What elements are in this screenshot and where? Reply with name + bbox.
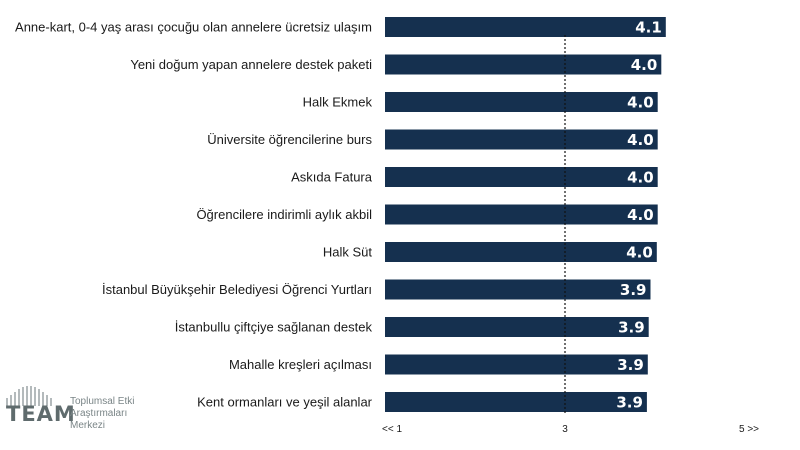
logo-subtitle: Toplumsal Etki Araştırmaları Merkezi [70,396,134,432]
data-label: 4.0 [627,169,654,187]
data-label: 3.9 [617,356,644,374]
data-label: 4.0 [627,131,654,149]
bar [385,279,651,300]
category-label: Üniversite öğrencilerine burs [207,132,372,147]
bar [385,17,666,37]
team-logo: TEAM Toplumsal Etki Araştırmaları Merkez… [4,386,164,442]
data-label: 4.0 [626,244,653,262]
data-label: 4.0 [627,94,654,112]
data-label: 3.9 [616,394,643,412]
category-label: Halk Ekmek [303,95,373,110]
tick-label: 5 >> [739,424,759,435]
category-label: İstanbullu çiftçiye sağlanan destek [175,320,373,335]
data-label: 3.9 [620,281,647,299]
category-label: Öğrencilere indirimli aylık akbil [196,207,372,222]
logo-subtitle-line-1: Toplumsal Etki [70,396,135,407]
bar [385,392,647,412]
tick-label: << 1 [382,424,402,435]
bar [385,317,649,337]
tick-label: 3 [562,424,568,435]
category-label: Halk Süt [323,245,373,260]
bar [385,242,657,262]
bar [385,92,658,112]
bar [385,54,662,75]
bar [385,204,658,225]
logo-wordmark: TEAM [6,402,76,426]
data-label: 4.0 [627,206,654,224]
category-label: Mahalle kreşleri açılması [229,357,372,372]
bar [385,167,658,187]
category-label: Anne-kart, 0-4 yaş arası çocuğu olan ann… [15,20,372,35]
category-label: Askıda Fatura [291,170,373,185]
logo-subtitle-line-3: Merkezi [70,420,106,431]
data-label: 3.9 [618,319,645,337]
logo-bars-icon [6,386,52,406]
data-label: 4.1 [635,19,662,37]
category-label: Kent ormanları ve yeşil alanlar [197,395,373,410]
category-label: Yeni doğum yapan annelere destek paketi [130,57,372,72]
category-label: İstanbul Büyükşehir Belediyesi Öğrenci Y… [102,282,372,297]
data-label: 4.0 [631,56,658,74]
bar [385,129,658,150]
logo-subtitle-line-2: Araştırmaları [70,408,128,419]
bar [385,354,648,375]
